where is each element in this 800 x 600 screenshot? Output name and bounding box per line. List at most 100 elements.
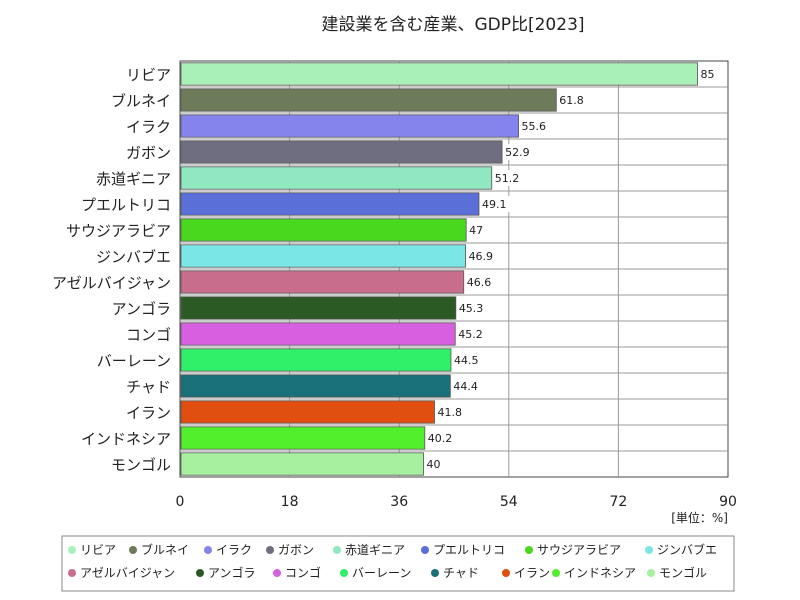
- value-label-bg: [479, 196, 512, 212]
- legend-item-label: アンゴラ: [208, 565, 256, 580]
- bar: [180, 244, 466, 268]
- legend-marker: [502, 569, 510, 577]
- value-label-bg: [464, 274, 497, 290]
- bar: [180, 426, 426, 450]
- legend-item-label: バーレーン: [352, 566, 411, 580]
- value-label-bg: [451, 378, 484, 394]
- category-label: イラク: [126, 118, 171, 136]
- legend-item-label: チャド: [443, 566, 479, 580]
- legend-item-label: ブルネイ: [141, 542, 189, 557]
- value-label-bg: [435, 404, 468, 420]
- legend-item-label: アゼルバイジャン: [80, 566, 175, 580]
- category-label: バーレーン: [97, 352, 171, 370]
- category-label: サウジアラビア: [66, 222, 171, 240]
- unit-label: [単位：%]: [671, 510, 728, 525]
- bar: [180, 62, 698, 86]
- x-tick-label: 36: [390, 494, 408, 510]
- category-label: リビア: [126, 66, 171, 84]
- value-label-bg: [503, 144, 536, 160]
- x-tick-label: 90: [719, 494, 737, 510]
- value-label-bg: [424, 456, 443, 472]
- legend-marker: [129, 546, 137, 554]
- category-label: チャド: [126, 378, 171, 396]
- x-tick-label: 72: [609, 494, 627, 510]
- legend-item-label: プエルトリコ: [433, 543, 505, 557]
- bar: [180, 374, 451, 398]
- value-label: 40: [427, 458, 441, 471]
- bar: [180, 452, 424, 476]
- value-label-bg: [557, 92, 590, 108]
- value-label: 41.8: [438, 406, 463, 419]
- legend-marker: [421, 546, 429, 554]
- value-label: 52.9: [505, 146, 530, 159]
- bar: [180, 166, 493, 190]
- x-tick-label: 0: [176, 494, 185, 510]
- legend-marker: [266, 546, 274, 554]
- value-label-bg: [698, 66, 717, 82]
- bar: [180, 88, 557, 112]
- bar: [180, 322, 456, 346]
- value-label: 45.3: [459, 302, 484, 315]
- legend-marker: [647, 569, 655, 577]
- legend-marker: [340, 569, 348, 577]
- value-label: 46.6: [467, 276, 492, 289]
- legend-marker: [68, 546, 76, 554]
- value-label: 44.5: [454, 354, 479, 367]
- value-label-bg: [466, 248, 499, 264]
- category-label: 赤道ギニア: [96, 170, 171, 188]
- value-label: 46.9: [469, 250, 494, 263]
- legend-box: [61, 535, 735, 592]
- category-label: ジンバブエ: [96, 248, 171, 266]
- plot-area: 0 18 36 54 72 90 リビア 85 ブルネイ 61.8 イラク 55.6 ガボン 52.9 赤道…: [52, 60, 737, 510]
- legend-item-label: サウジアラビア: [537, 543, 621, 557]
- legend-marker: [552, 569, 560, 577]
- bar: [180, 348, 452, 372]
- category-label: コンゴ: [126, 326, 171, 344]
- value-label: 45.2: [458, 328, 483, 341]
- value-label-bg: [456, 300, 489, 316]
- x-tick-label: 18: [281, 494, 299, 510]
- category-label: インドネシア: [81, 430, 171, 448]
- legend-item-label: リビア: [80, 543, 116, 557]
- legend-item-label: 赤道ギニア: [345, 543, 405, 557]
- value-label: 47: [469, 224, 483, 237]
- legend-item-label: コンゴ: [285, 565, 321, 580]
- value-label: 51.2: [495, 172, 520, 185]
- value-label: 49.1: [482, 198, 507, 211]
- legend-item-label: モンゴル: [659, 565, 707, 580]
- value-label-bg: [519, 118, 552, 134]
- value-label: 55.6: [522, 120, 547, 133]
- value-label-bg: [467, 222, 486, 238]
- chart-title: 建設業を含む産業、GDP比[2023]: [321, 15, 584, 35]
- bar: [180, 270, 465, 294]
- legend-item-label: イラン: [514, 566, 550, 580]
- value-label-bg: [492, 170, 525, 186]
- category-label: アンゴラ: [112, 300, 171, 318]
- value-label-bg: [425, 430, 458, 446]
- legend-marker: [273, 569, 281, 577]
- legend-item-label: インドネシア: [564, 566, 636, 580]
- x-tick-label: 54: [500, 494, 518, 510]
- legend-marker: [196, 569, 204, 577]
- value-label: 40.2: [428, 432, 453, 445]
- category-label: プエルトリコ: [81, 196, 171, 214]
- legend-marker: [204, 546, 212, 554]
- category-label: ガボン: [126, 144, 171, 162]
- legend-marker: [525, 546, 533, 554]
- legend-marker: [645, 546, 653, 554]
- bar: [180, 218, 467, 242]
- legend-item-label: ジンバブエ: [657, 542, 717, 557]
- legend-marker: [431, 569, 439, 577]
- category-label: モンゴル: [111, 456, 171, 474]
- legend-item-label: ガボン: [278, 543, 314, 557]
- value-label-bg: [456, 326, 489, 342]
- category-label: イラン: [126, 404, 171, 422]
- category-label: アゼルバイジャン: [52, 274, 171, 292]
- bar: [180, 192, 480, 216]
- value-label: 44.4: [453, 380, 478, 393]
- bar: [180, 296, 457, 320]
- legend: リビア ブルネイ イラク ガボン 赤道ギニア プエルトリコ サウジアラビア ジンバブエアゼルバ…: [61, 535, 735, 592]
- legend-marker: [68, 569, 76, 577]
- value-label-bg: [451, 352, 484, 368]
